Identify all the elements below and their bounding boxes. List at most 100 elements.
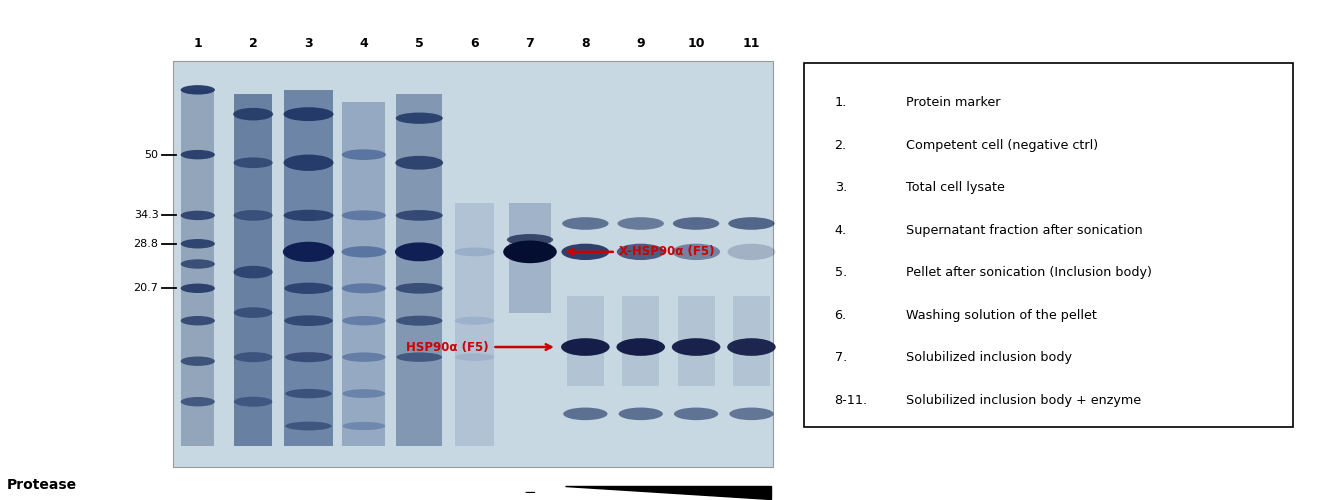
Text: 5: 5 [415,37,423,50]
Ellipse shape [286,422,332,430]
Bar [509,203,550,312]
Text: 8: 8 [581,37,590,50]
Ellipse shape [284,282,333,294]
Ellipse shape [181,210,214,220]
Bar [733,296,770,386]
Ellipse shape [234,266,273,278]
Ellipse shape [234,158,273,168]
Ellipse shape [396,283,443,294]
Text: 34.3: 34.3 [134,210,159,220]
Bar [455,203,495,446]
Ellipse shape [673,217,720,230]
Ellipse shape [181,356,214,366]
Bar [181,90,214,446]
Ellipse shape [617,338,665,356]
Ellipse shape [618,217,664,230]
Text: 6: 6 [470,37,479,50]
Ellipse shape [181,397,214,406]
Ellipse shape [181,239,214,248]
Text: 9: 9 [636,37,646,50]
Ellipse shape [396,210,443,221]
Text: Solubilized inclusion body: Solubilized inclusion body [906,352,1072,364]
Ellipse shape [503,240,557,263]
Text: 28.8: 28.8 [134,239,159,248]
Ellipse shape [673,408,718,420]
Ellipse shape [234,210,273,221]
Ellipse shape [396,156,443,170]
Text: 8-11.: 8-11. [835,394,868,407]
Bar [173,62,773,466]
Ellipse shape [284,316,333,326]
Ellipse shape [234,396,273,406]
Ellipse shape [397,352,442,362]
Ellipse shape [181,150,214,160]
Text: 4: 4 [360,37,368,50]
Ellipse shape [341,246,386,258]
Ellipse shape [181,316,214,326]
Text: Protease: Protease [7,478,77,492]
Ellipse shape [283,107,333,121]
Ellipse shape [729,408,774,420]
Ellipse shape [286,389,332,398]
Ellipse shape [233,108,273,120]
Ellipse shape [343,352,386,362]
Ellipse shape [455,316,495,325]
Ellipse shape [396,242,443,262]
Ellipse shape [561,244,610,260]
Ellipse shape [728,217,775,230]
Ellipse shape [234,307,273,318]
Text: 3: 3 [304,37,312,50]
Ellipse shape [455,354,495,361]
Ellipse shape [562,217,609,230]
Ellipse shape [454,248,495,256]
Ellipse shape [181,284,214,293]
Text: 11: 11 [742,37,761,50]
Ellipse shape [341,150,386,160]
Ellipse shape [341,210,386,220]
Bar [677,296,714,386]
Text: Protein marker: Protein marker [906,96,1000,109]
Text: Competent cell (negative ctrl): Competent cell (negative ctrl) [906,138,1098,151]
Ellipse shape [341,284,386,294]
Ellipse shape [343,422,385,430]
Text: 20.7: 20.7 [134,284,159,294]
Text: 50: 50 [144,150,159,160]
Ellipse shape [343,316,386,326]
Bar [566,296,603,386]
Ellipse shape [728,338,775,356]
Text: 2: 2 [249,37,258,50]
Ellipse shape [561,338,610,356]
Text: 1.: 1. [835,96,847,109]
Ellipse shape [283,242,335,262]
Ellipse shape [507,234,553,245]
Ellipse shape [672,338,721,356]
Text: 1: 1 [193,37,202,50]
Text: 7.: 7. [835,352,847,364]
Text: Solubilized inclusion body + enzyme: Solubilized inclusion body + enzyme [906,394,1140,407]
Text: Washing solution of the pellet: Washing solution of the pellet [906,309,1097,322]
Text: Total cell lysate: Total cell lysate [906,181,1004,194]
Text: −: − [524,485,536,500]
Ellipse shape [672,244,720,260]
Ellipse shape [343,389,385,398]
Text: 10: 10 [688,37,705,50]
Text: Supernatant fraction after sonication: Supernatant fraction after sonication [906,224,1143,236]
Ellipse shape [564,408,607,420]
Ellipse shape [283,154,333,171]
Ellipse shape [234,352,273,362]
Ellipse shape [617,244,664,260]
Text: 2.: 2. [835,138,847,151]
Text: X-HSP90α (F5): X-HSP90α (F5) [619,246,714,258]
Ellipse shape [181,260,214,268]
Ellipse shape [283,210,333,221]
Ellipse shape [396,112,443,124]
Ellipse shape [284,352,332,362]
Bar [234,94,273,446]
Text: Pellet after sonication (Inclusion body): Pellet after sonication (Inclusion body) [906,266,1152,279]
Text: 3.: 3. [835,181,847,194]
Text: HSP90α (F5): HSP90α (F5) [406,340,490,353]
Bar [396,94,442,446]
Bar [343,102,385,446]
Text: 6.: 6. [835,309,847,322]
Text: 4.: 4. [835,224,847,236]
